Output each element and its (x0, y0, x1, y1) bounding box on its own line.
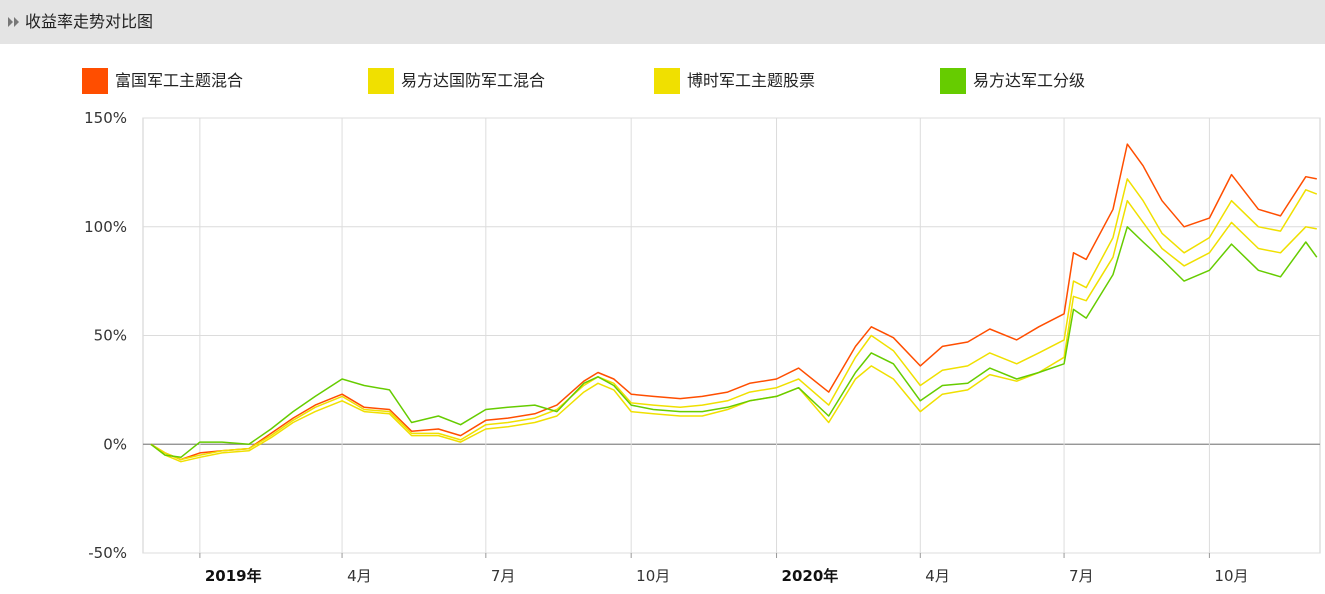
legend-swatch (82, 68, 108, 94)
x-tick-label: 10月 (1214, 567, 1248, 585)
legend-label: 博时军工主题股票 (687, 71, 816, 90)
legend-label: 易方达国防军工混合 (401, 71, 546, 90)
x-tick-label: 10月 (636, 567, 670, 585)
series-line-0 (150, 143, 1317, 461)
legend-swatch (654, 68, 680, 94)
x-tick-label: 7月 (491, 567, 516, 585)
series-line-2 (150, 199, 1317, 463)
x-tick-label: 7月 (1069, 567, 1094, 585)
x-tick-label: 4月 (347, 567, 372, 585)
legend-label: 富国军工主题混合 (115, 71, 244, 90)
double-chevron-right-icon (8, 17, 19, 27)
x-tick-label: 2019年 (205, 567, 262, 585)
x-tick-label: 4月 (925, 567, 950, 585)
y-tick-label: 100% (84, 218, 127, 236)
series-line-3 (150, 226, 1318, 459)
chart-header: 收益率走势对比图 (0, 0, 1325, 44)
series-line-1 (150, 178, 1318, 461)
y-tick-label: 50% (94, 327, 127, 345)
legend-swatch (368, 68, 394, 94)
legend-label: 易方达军工分级 (973, 71, 1086, 90)
y-tick-label: 150% (84, 109, 127, 127)
y-tick-label: -50% (88, 544, 127, 562)
x-tick-label: 2020年 (782, 567, 839, 585)
legend-swatch (940, 68, 966, 94)
chart-title: 收益率走势对比图 (25, 12, 154, 31)
y-tick-label: 0% (103, 435, 127, 453)
